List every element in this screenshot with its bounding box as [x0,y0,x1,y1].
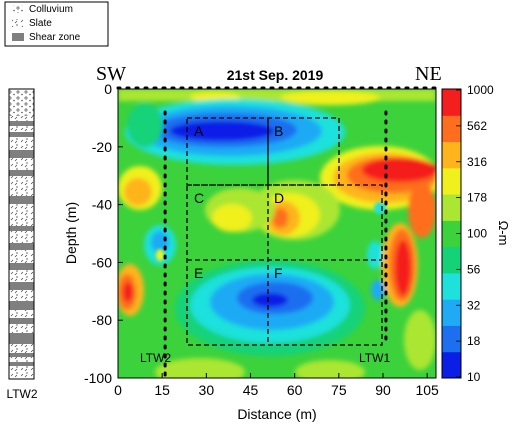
figure-title: 21st Sep. 2019 [227,67,324,83]
well-label-ltw1: LTW1 [359,351,390,365]
colorbar-unit: Ω-m [496,221,511,246]
borehole-shear-layer [9,196,34,204]
colorbar-cells [442,89,461,379]
zone-box-lower [186,184,383,346]
colorbar-tick-label: 56 [467,262,481,276]
y-tick-label: -20 [92,139,112,155]
colorbar-cell [442,220,461,248]
colorbar-tick-label: 10 [467,370,481,384]
y-tick-label: -40 [92,197,112,213]
colorbar-tick-label: 100 [467,227,487,241]
borehole-shear-layer [9,132,34,137]
zone-label-d: D [274,190,284,206]
plot-frame [117,88,437,379]
plot-axes: 0 15 30 45 60 75 90 105 0 -20 -40 -60 -80 -100 Dista… [63,81,439,422]
colorbar-tick-label: 178 [467,191,487,205]
zone-box-top [186,117,340,186]
borehole-shear-layer [9,263,34,270]
colorbar-cell [442,246,461,274]
colorbar-cell [442,272,461,300]
borehole-shear-layer [9,318,34,324]
y-ticks: 0 -20 -40 -60 -80 -100 [84,81,123,386]
colorbar-cell [442,194,461,221]
label-ne: NE [415,63,442,85]
field-blobs [118,89,436,378]
colorbar-tick-label: 316 [467,155,487,169]
borehole-colluvium-layer [9,89,34,116]
borehole-column: LTW2 [6,88,38,401]
colorbar: 10 18 32 56 100 178 316 562 1000 Ω-m [441,83,511,384]
x-axis-label: Distance (m) [237,406,316,422]
zone-label-a: A [194,123,204,139]
y-tick-label: -100 [84,370,112,386]
x-tick-label: 75 [331,382,347,398]
colorbar-cell [442,115,461,143]
borehole-shear-layer [9,353,34,357]
borehole-shear-layer [9,150,34,158]
y-tick-label: -60 [92,254,112,270]
borehole-layers [9,89,34,366]
borehole-shear-layer [9,362,34,366]
borehole-label: LTW2 [6,387,37,401]
x-ticks: 0 15 30 45 60 75 90 105 [114,373,439,398]
zone-labels: A B C D E F [194,123,284,281]
well-label-ltw2: LTW2 [140,351,171,365]
colorbar-cell [442,141,461,169]
legend-swatch-shear [12,33,24,41]
borehole-shear-layer [9,226,34,231]
colorbar-tick-label: 1000 [467,83,494,97]
legend-label-slate: Slate [29,18,52,29]
borehole-shear-layer [9,333,34,344]
legend-label-shear: Shear zone [29,32,81,43]
colorbar-cell [442,325,461,353]
zone-label-f: F [274,265,283,281]
colorbar-tick-label: 18 [467,334,481,348]
x-tick-label: 90 [375,382,391,398]
y-tick-label: 0 [104,81,112,97]
legend-swatch-slate [12,19,24,27]
colorbar-cell [442,167,461,195]
x-tick-label: 15 [154,382,170,398]
resistivity-field [118,89,436,378]
x-tick-label: 60 [287,382,303,398]
colorbar-cell [442,351,461,379]
field-blobs-fine [156,202,386,261]
label-sw: SW [96,63,126,85]
borehole-shear-layer [9,170,34,176]
colorbar-ticks: 10 18 32 56 100 178 316 562 1000 [456,83,494,384]
colorbar-cell [442,299,461,326]
zone-grid [186,117,383,346]
y-tick-label: -80 [92,312,112,328]
x-tick-label: 30 [199,382,215,398]
borehole-shear-layer [9,301,34,310]
lithology-legend: Colluvium Slate Shear zone [4,1,109,47]
borehole-shear-layer [9,243,34,250]
x-tick-label: 0 [114,382,122,398]
borehole-shear-layer [9,282,34,290]
borehole-frame [8,88,35,380]
legend-label-colluvium: Colluvium [29,4,73,15]
zone-label-b: B [274,123,283,139]
colorbar-cell [442,89,461,116]
zone-label-e: E [194,265,203,281]
borehole-shear-layer [9,121,34,126]
zone-label-c: C [194,190,204,206]
x-tick-label: 45 [243,382,259,398]
colorbar-tick-label: 562 [467,119,487,133]
legend-swatch-colluvium [12,5,24,13]
y-axis-label: Depth (m) [63,202,79,264]
colorbar-tick-label: 32 [467,298,481,312]
borehole-slate-fill [9,89,34,379]
well-lines [116,86,438,378]
x-tick-label: 105 [415,382,439,398]
